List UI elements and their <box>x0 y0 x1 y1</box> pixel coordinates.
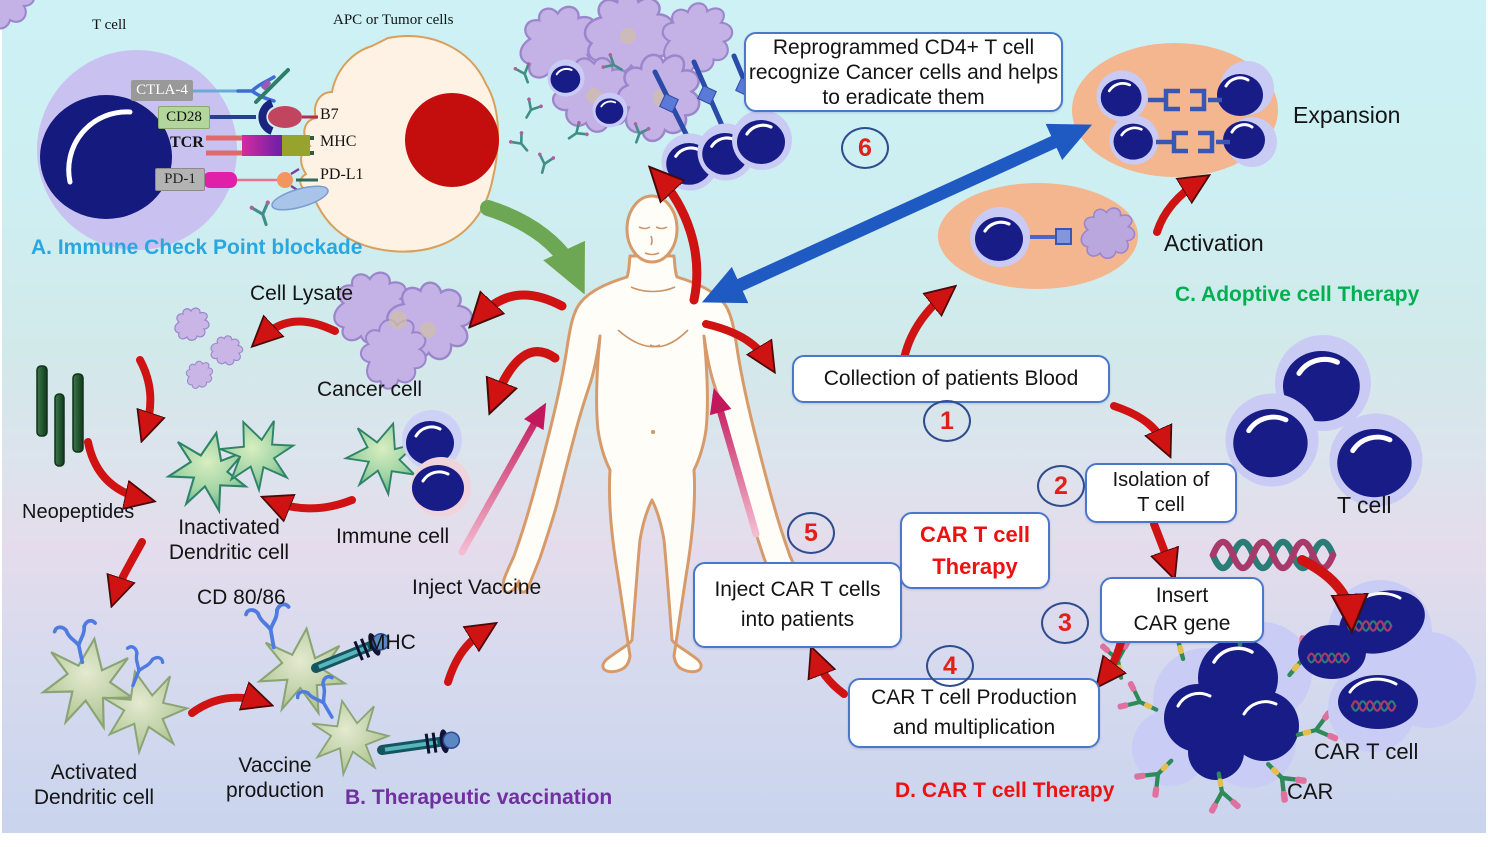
arrow-body-to-tumor <box>658 176 702 305</box>
red-arrows <box>84 176 1351 717</box>
panel-a-heading: A. Immune Check Point blockade <box>31 236 363 259</box>
arrow-step3-to-cluster <box>1103 638 1121 679</box>
car-t-therapy-box: CAR T cell Therapy <box>900 512 1050 589</box>
ctla4-chip: CTLA-4 <box>131 80 193 101</box>
arrow-inactivated-to-activated <box>115 538 146 596</box>
mhc-label-a: MHC <box>320 133 357 150</box>
cell-lysate-fragments <box>174 307 248 392</box>
cell-lysate-label: Cell Lysate <box>250 282 354 305</box>
arrow-step2-to-step3 <box>1154 520 1171 569</box>
arrow-body-to-collection <box>702 320 769 363</box>
step3-box: Insert CAR gene <box>1100 577 1264 643</box>
arrow-step1-to-step2 <box>1110 402 1166 447</box>
green-arrow <box>480 200 585 295</box>
arrow-body-down-left <box>494 347 560 402</box>
step-number-2: 2 <box>1037 465 1085 507</box>
expansion-label: Expansion <box>1293 102 1401 128</box>
pd1-chip: PD-1 <box>155 168 205 191</box>
inactivated-dendritic-cells <box>162 406 306 517</box>
blue-double-arrow <box>701 123 1093 304</box>
arrow-activated-to-vaccine <box>188 698 262 717</box>
pink-arrow-left <box>458 402 547 556</box>
neopeptide-bars <box>36 365 84 467</box>
b7-label: B7 <box>320 106 339 123</box>
car-t-cell-label: CAR T cell <box>1314 739 1419 764</box>
arrow-step4-to-step5 <box>815 657 848 698</box>
step-number-1: 1 <box>923 400 971 442</box>
arrow-immune-to-dc <box>272 500 356 508</box>
cd28-chip: CD28 <box>158 106 210 129</box>
activation-label: Activation <box>1164 230 1264 256</box>
step-number-6: 6 <box>841 127 889 169</box>
panel-a-tcell-apc <box>37 35 500 253</box>
activated-dc-label: Activated Dendritic cell <box>33 761 155 809</box>
cd80-86-label: CD 80/86 <box>197 586 286 609</box>
step-number-5: 5 <box>787 512 835 554</box>
t-cell-label-a: T cell <box>92 17 127 33</box>
step2-box: Isolation of T cell <box>1085 463 1237 523</box>
arrow-neopeptides-to-dc <box>84 438 144 499</box>
attacked-cancer-cells <box>0 0 794 193</box>
cancer-cell-cluster <box>333 268 485 399</box>
arrow-body-to-cancer <box>478 295 567 318</box>
car-t-cell-cluster <box>1115 602 1340 816</box>
step4-box: CAR T cell Production and multiplication <box>848 678 1100 748</box>
expansion-ellipse <box>1072 43 1278 177</box>
t-cell-label-d: T cell <box>1337 492 1392 518</box>
step5-box: Inject CAR T cells into patients <box>693 562 902 648</box>
arrow-activation-to-expansion <box>1153 181 1200 236</box>
tcr-label: TCR <box>170 134 204 151</box>
pdl1-label: PD-L1 <box>320 166 364 183</box>
arrow-vaccine-to-inject <box>444 629 487 686</box>
arrow-cancer-to-lysate <box>260 321 339 339</box>
arrow-lysate-to-dc <box>136 356 150 431</box>
activated-dendritic-cells <box>38 617 196 759</box>
activation-ellipse <box>938 183 1138 289</box>
cancer-cell-label: Cancer cell <box>317 378 423 401</box>
step-number-4: 4 <box>926 645 974 687</box>
car-label: CAR <box>1287 779 1334 804</box>
mhc-label-b: MHC <box>368 631 416 654</box>
pink-arrow-right <box>709 387 760 538</box>
isolated-t-cells <box>1226 335 1423 507</box>
step-number-3: 3 <box>1041 602 1089 644</box>
note6-box: Reprogrammed CD4+ T cell recognize Cance… <box>744 32 1063 112</box>
arrow-dna-to-cell <box>1297 555 1351 618</box>
vaccine-production-label: Vaccine production <box>225 754 325 802</box>
inactivated-dc-label: Inactivated Dendritic cell <box>168 516 290 564</box>
panel-d-heading: D. CAR T cell Therapy <box>895 779 1115 802</box>
step1-box: Collection of patients Blood <box>792 355 1110 403</box>
neopeptides-label: Neopeptides <box>22 501 135 523</box>
apc-label: APC or Tumor cells <box>333 12 454 28</box>
immune-cell-label: Immune cell <box>336 525 450 548</box>
inject-vaccine-label: Inject Vaccine <box>412 576 542 599</box>
immune-cell-graphic <box>338 410 471 517</box>
panel-b-heading: B. Therapeutic vaccination <box>345 786 613 809</box>
panel-c-heading: C. Adoptive cell Therapy <box>1175 283 1420 306</box>
